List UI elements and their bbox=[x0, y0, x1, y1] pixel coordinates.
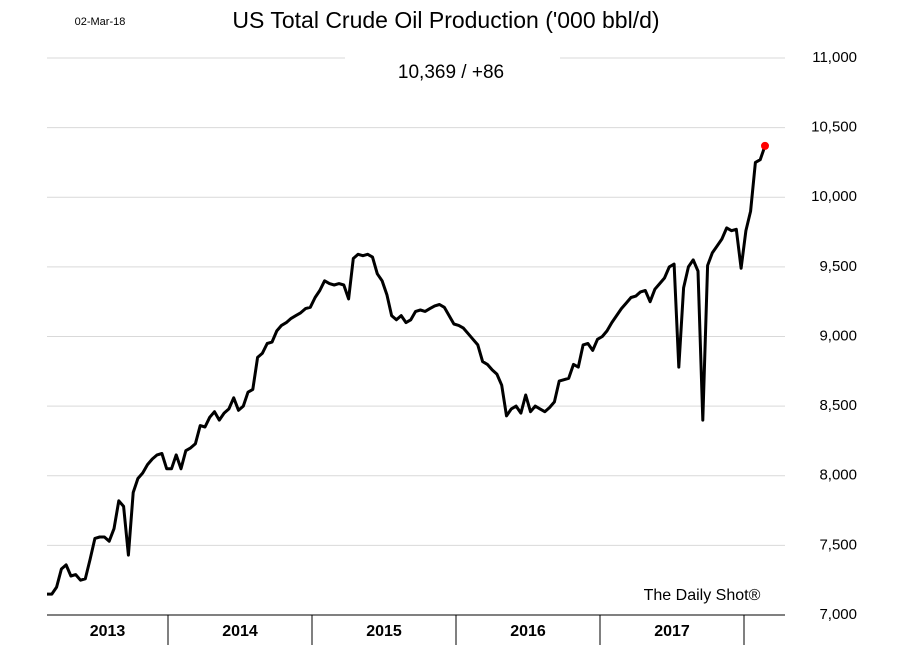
x-tick-label: 2014 bbox=[222, 623, 258, 640]
y-tick-label: 11,000 bbox=[812, 49, 857, 66]
y-tick-label: 7,500 bbox=[819, 536, 857, 553]
y-tick-label: 10,000 bbox=[811, 188, 857, 205]
x-tick-label: 2015 bbox=[366, 623, 402, 640]
source: The Daily Shot® bbox=[644, 587, 761, 604]
x-tick-label: 2017 bbox=[654, 623, 690, 640]
label-box bbox=[345, 50, 560, 90]
date-label: 02-Mar-18 bbox=[75, 16, 126, 28]
latest-point bbox=[761, 141, 769, 150]
chart-title: US Total Crude Oil Production ('000 bbl/… bbox=[232, 7, 659, 33]
line-series bbox=[47, 145, 767, 596]
x-tick-label: 2013 bbox=[90, 623, 126, 640]
y-tick-label: 10,500 bbox=[811, 119, 857, 136]
y-tick-label: 7,000 bbox=[819, 606, 857, 623]
y-tick-label: 9,500 bbox=[819, 258, 857, 275]
x-tick-label: 2016 bbox=[510, 623, 546, 640]
latest-label: 10,369 / +86 bbox=[398, 62, 504, 83]
y-tick-label: 9,000 bbox=[819, 327, 857, 344]
y-tick-label: 8,000 bbox=[819, 467, 857, 484]
y-tick-label: 8,500 bbox=[819, 397, 857, 414]
